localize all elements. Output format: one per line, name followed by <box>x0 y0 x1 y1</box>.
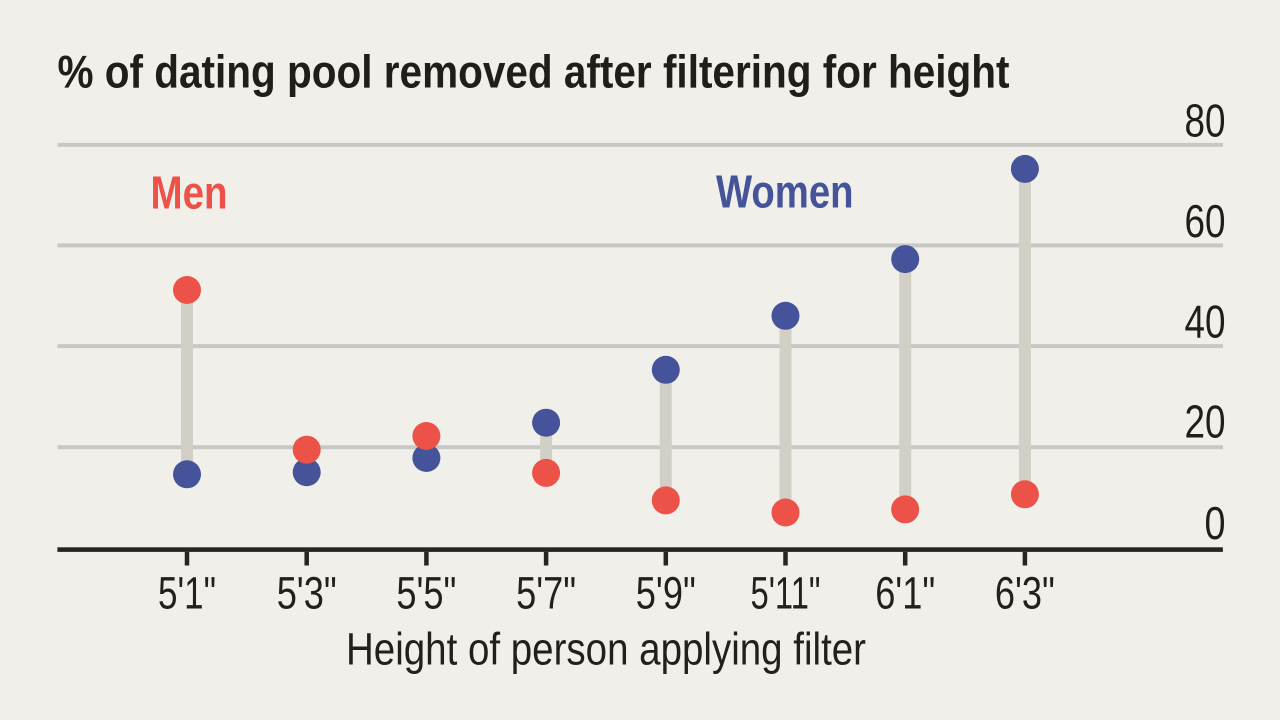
svg-text:Men: Men <box>151 167 228 219</box>
svg-text:40: 40 <box>1185 296 1226 348</box>
svg-text:60: 60 <box>1185 195 1226 247</box>
svg-text:20: 20 <box>1185 395 1226 447</box>
svg-text:5'3": 5'3" <box>277 568 337 619</box>
svg-text:Height of person applying filt: Height of person applying filter <box>346 624 866 675</box>
svg-text:0: 0 <box>1205 497 1226 549</box>
svg-text:6'1": 6'1" <box>875 568 935 619</box>
svg-text:6'3": 6'3" <box>995 568 1055 619</box>
svg-text:Women: Women <box>716 166 854 218</box>
svg-text:5'9": 5'9" <box>636 568 696 619</box>
svg-text:5'11": 5'11" <box>751 568 821 619</box>
svg-text:5'5": 5'5" <box>396 568 456 619</box>
svg-text:5'7": 5'7" <box>516 568 576 619</box>
svg-text:5'1": 5'1" <box>158 568 216 619</box>
svg-text:80: 80 <box>1185 95 1226 147</box>
svg-text:% of dating pool removed after: % of dating pool removed after filtering… <box>58 46 1010 98</box>
